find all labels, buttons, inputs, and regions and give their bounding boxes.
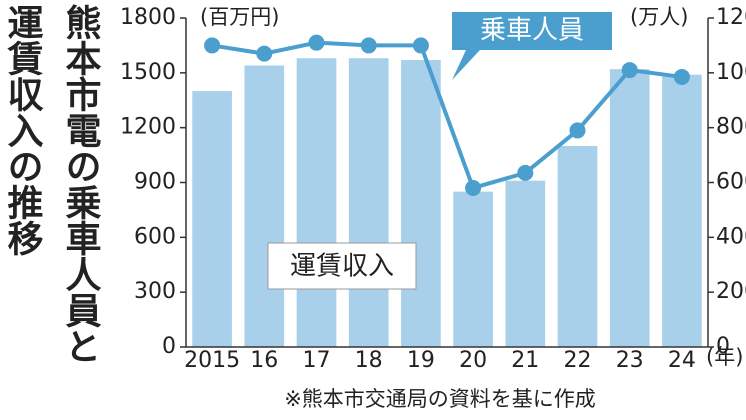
x-tick-label: 19 <box>407 348 435 373</box>
bar <box>505 180 546 347</box>
line <box>211 40 683 191</box>
x-tick-label: 16 <box>250 348 278 373</box>
bar <box>662 74 702 348</box>
x-tick-label: 20 <box>459 348 487 373</box>
y2-tick-label: 400 <box>716 224 746 249</box>
x-tick-label: 17 <box>303 348 331 373</box>
line-marker <box>621 62 638 79</box>
bar <box>296 58 337 347</box>
x-tick-label: 2015 <box>184 348 240 373</box>
chart-title: 運賃収入の推移 <box>2 4 45 256</box>
chart-title: 熊本市電の乗車人員と <box>60 4 102 364</box>
bar <box>401 60 441 348</box>
bar <box>557 145 598 347</box>
line-marker <box>256 45 273 62</box>
y2-tick-label: 200 <box>716 279 746 304</box>
bar <box>244 65 285 348</box>
legend-box <box>267 242 417 290</box>
line-marker <box>412 37 429 54</box>
line-marker <box>517 164 534 181</box>
x-tick-label: 24 <box>668 348 696 373</box>
line-marker <box>465 179 482 196</box>
y2-tick-label: 600 <box>716 170 746 195</box>
x-unit: (年) <box>706 345 743 369</box>
x-tick-label: 21 <box>511 348 539 373</box>
bar <box>348 58 389 347</box>
y-tick-label: 1200 <box>120 115 176 140</box>
bar <box>453 191 493 347</box>
y-unit: (百万円) <box>200 5 279 29</box>
y2-unit: (万人) <box>630 5 688 29</box>
line-marker <box>569 122 586 139</box>
y2-tick-label: 0 <box>716 334 730 359</box>
y2-tick-label: 1000 <box>716 60 746 85</box>
y-tick-label: 600 <box>134 224 176 249</box>
line-marker <box>308 34 325 51</box>
bar <box>192 91 232 347</box>
y-tick-label: 300 <box>134 279 176 304</box>
x-tick-label: 18 <box>355 348 383 373</box>
legend-label: 乗車人員 <box>480 16 584 46</box>
y-tick-label: 0 <box>162 334 176 359</box>
line-marker <box>360 37 377 54</box>
line-marker <box>673 68 690 85</box>
y-tick-label: 1500 <box>120 60 176 85</box>
callout <box>452 12 612 80</box>
x-tick-label: 23 <box>616 348 644 373</box>
line-marker <box>204 37 221 54</box>
x-tick-label: 22 <box>564 348 592 373</box>
y2-tick-label: 800 <box>716 115 746 140</box>
legend-label: 運賃収入 <box>290 252 394 282</box>
note: ※熊本市交通局の資料を基に作成 <box>284 387 596 411</box>
y-tick-label: 1800 <box>120 5 176 30</box>
y-tick-label: 900 <box>134 170 176 195</box>
y2-tick-label: 1200 <box>716 5 746 30</box>
bar <box>609 69 650 347</box>
